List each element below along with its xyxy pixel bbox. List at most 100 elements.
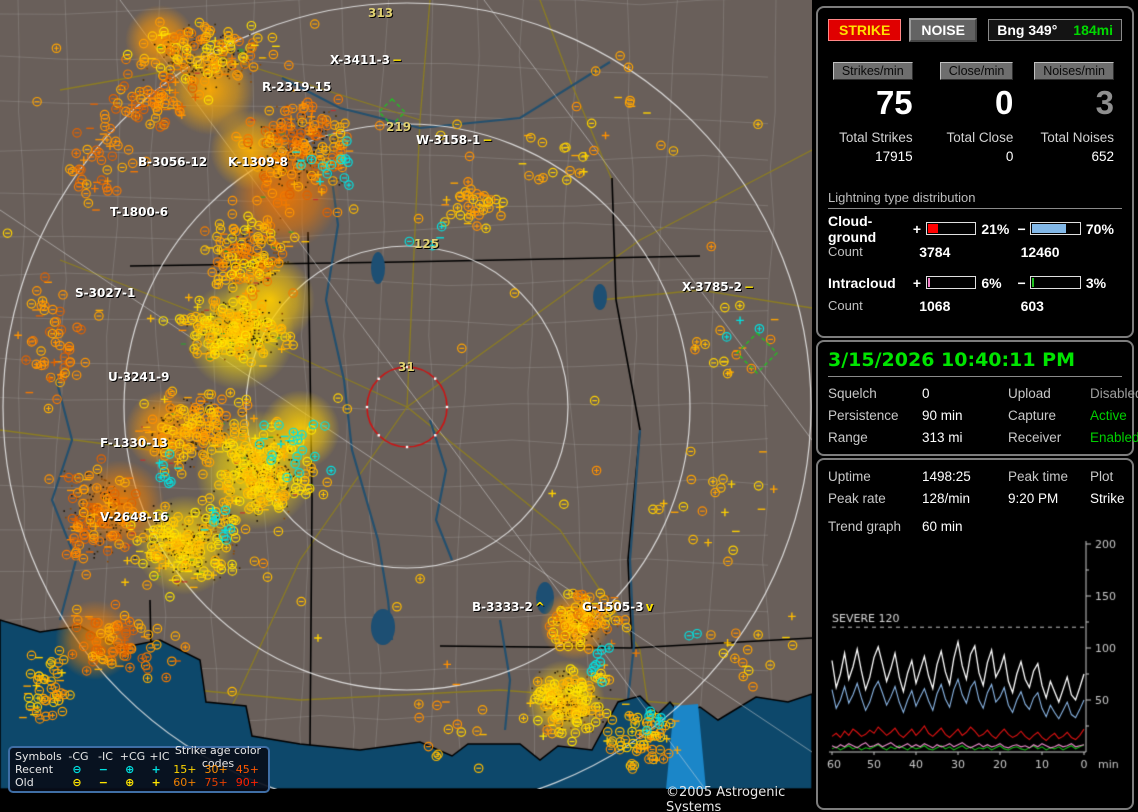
range-label: Range bbox=[828, 430, 868, 445]
plus-sign: + bbox=[912, 220, 922, 237]
persistence-value: 90 min bbox=[922, 408, 963, 423]
storm-cell-label: B-3056-12 bbox=[138, 155, 208, 169]
range-value: 313 mi bbox=[922, 430, 963, 445]
range-ring-label: 219 bbox=[386, 120, 412, 134]
storm-cell-label: S-3027-1 bbox=[75, 286, 136, 300]
noises-per-min-counter: Noises/min 3 Total Noises 652 bbox=[1025, 62, 1126, 164]
uptime-value: 1498:25 bbox=[922, 469, 971, 484]
storm-cell-label: W-3158-1− bbox=[416, 133, 493, 147]
upload-label: Upload bbox=[1008, 386, 1051, 401]
total-close-value: 0 bbox=[1005, 149, 1014, 164]
circle-minus-icon: ⊖ bbox=[72, 763, 82, 776]
legend-header-ncg: -CG bbox=[68, 750, 89, 763]
uptime-grid: Uptime 1498:25 Peak time Plot Peak rate … bbox=[828, 469, 1125, 506]
legend-header-pic: +IC bbox=[149, 750, 170, 763]
legend-recent-label: Recent bbox=[15, 763, 54, 776]
strike-map-panel: X-3411-3− R-2319-15 W-3158-1− B-3056-12 K-13… bbox=[0, 0, 812, 812]
age-badge: 75+ bbox=[204, 776, 228, 789]
storm-cell-label: X-3411-3− bbox=[330, 53, 403, 67]
bearing-display: Bng 349° 184mi bbox=[988, 19, 1122, 41]
ic-count-label: Count bbox=[828, 298, 863, 313]
plus-icon: + bbox=[151, 776, 161, 789]
close-per-min-label: Close/min bbox=[939, 62, 1014, 80]
trend-graph-window: 60 min bbox=[922, 519, 963, 534]
circle-plus-icon: ⊕ bbox=[125, 763, 135, 776]
cloud-ground-label: Cloud-ground bbox=[828, 212, 877, 245]
status-sidebar: STRIKE NOISE Bng 349° 184mi Strikes/min … bbox=[812, 0, 1138, 812]
circle-plus-icon: ⊕ bbox=[125, 776, 135, 789]
plot-mode-value: Strike bbox=[1090, 491, 1125, 506]
strike-map[interactable] bbox=[0, 0, 812, 789]
age-badge: 60+ bbox=[173, 776, 197, 789]
strike-stats-box: STRIKE NOISE Bng 349° 184mi Strikes/min … bbox=[816, 6, 1134, 338]
cg-minus-count: 12460 bbox=[1020, 243, 1060, 260]
strike-mode-button[interactable]: STRIKE bbox=[828, 19, 902, 41]
age-badge: 15+ bbox=[173, 763, 197, 776]
squelch-value: 0 bbox=[922, 386, 930, 401]
lightning-distribution: Lightning type distribution Cloud-ground… bbox=[828, 190, 1122, 318]
peak-rate-label: Peak rate bbox=[828, 491, 886, 506]
cg-minus-bar bbox=[1030, 222, 1081, 235]
ic-plus-bar bbox=[925, 276, 977, 289]
plot-label: Plot bbox=[1090, 469, 1114, 484]
storm-cell-label: K-1309-8 bbox=[228, 155, 288, 169]
strikes-per-min-value: 75 bbox=[875, 84, 913, 121]
minus-sign: − bbox=[1017, 220, 1026, 237]
status-grid: Squelch 0 Upload Disabled Persistence 90… bbox=[828, 386, 1138, 445]
storm-cell-label: F-1330-13 bbox=[100, 436, 168, 450]
storm-cell-label: B-3333-2 ^ bbox=[472, 600, 545, 614]
ic-minus-bar bbox=[1030, 276, 1081, 289]
peak-rate-value: 128/min bbox=[922, 491, 971, 506]
age-badge: 30+ bbox=[204, 763, 228, 776]
plus-icon: + bbox=[151, 763, 161, 776]
age-badge: 90+ bbox=[235, 776, 259, 789]
trend-box: Uptime 1498:25 Peak time Plot Peak rate … bbox=[816, 458, 1134, 810]
circle-minus-icon: ⊖ bbox=[72, 776, 82, 789]
ic-plus-count: 1068 bbox=[919, 297, 951, 314]
strikes-per-min-counter: Strikes/min 75 Total Strikes 17915 bbox=[824, 62, 925, 164]
peak-time-value: 9:20 PM bbox=[1008, 491, 1059, 506]
upload-status: Disabled bbox=[1090, 386, 1138, 401]
squelch-label: Squelch bbox=[828, 386, 877, 401]
cg-plus-pct: 21% bbox=[981, 220, 1010, 237]
legend-header-symbols: Symbols bbox=[15, 750, 62, 763]
storm-cell-label: X-3785-2− bbox=[682, 280, 755, 294]
copyright-text: ©2005 Astrogenic Systems bbox=[666, 785, 786, 812]
persistence-label: Persistence bbox=[828, 408, 899, 423]
legend-header-nic: -IC bbox=[98, 750, 113, 763]
receiver-label: Receiver bbox=[1008, 430, 1062, 445]
storm-cell-label: V-2648-16 bbox=[100, 510, 169, 524]
legend-age-title: Strike age color codes bbox=[174, 743, 262, 770]
minus-sign: − bbox=[1017, 274, 1026, 291]
close-per-min-value: 0 bbox=[994, 84, 1014, 121]
minus-icon: − bbox=[98, 776, 108, 789]
cg-minus-pct: 70% bbox=[1085, 220, 1114, 237]
distribution-title: Lightning type distribution bbox=[828, 190, 1122, 209]
total-strikes-label: Total Strikes bbox=[839, 130, 913, 145]
uptime-label: Uptime bbox=[828, 469, 871, 484]
total-noises-label: Total Noises bbox=[1040, 130, 1115, 145]
cg-plus-count: 3784 bbox=[919, 243, 951, 260]
peak-time-label: Peak time bbox=[1008, 469, 1069, 484]
capture-status: Active bbox=[1090, 408, 1127, 423]
close-per-min-counter: Close/min 0 Total Close 0 bbox=[925, 62, 1026, 164]
system-status-box: 3/15/2026 10:40:11 PM Squelch 0 Upload D… bbox=[816, 340, 1138, 456]
intracloud-label: Intracloud bbox=[828, 274, 896, 291]
noise-mode-button[interactable]: NOISE bbox=[909, 18, 977, 42]
map-legend: Symbols -CG -IC +CG +IC Strike age color… bbox=[8, 743, 270, 793]
cg-count-label: Count bbox=[828, 244, 863, 259]
range-ring-label: 31 bbox=[398, 360, 415, 374]
noises-per-min-label: Noises/min bbox=[1034, 62, 1115, 80]
strikes-per-min-label: Strikes/min bbox=[832, 62, 913, 80]
ic-plus-pct: 6% bbox=[981, 274, 1002, 291]
trend-graph-label: Trend graph bbox=[828, 519, 902, 534]
storm-cell-label: R-2319-15 bbox=[262, 80, 332, 94]
ic-minus-pct: 3% bbox=[1085, 274, 1107, 291]
capture-label: Capture bbox=[1008, 408, 1057, 423]
legend-header-pcg: +CG bbox=[119, 750, 146, 763]
bearing-distance: 184mi bbox=[1073, 22, 1113, 38]
receiver-status: Enabled bbox=[1090, 430, 1138, 445]
minus-icon: − bbox=[98, 763, 108, 776]
total-noises-value: 652 bbox=[1091, 149, 1115, 164]
